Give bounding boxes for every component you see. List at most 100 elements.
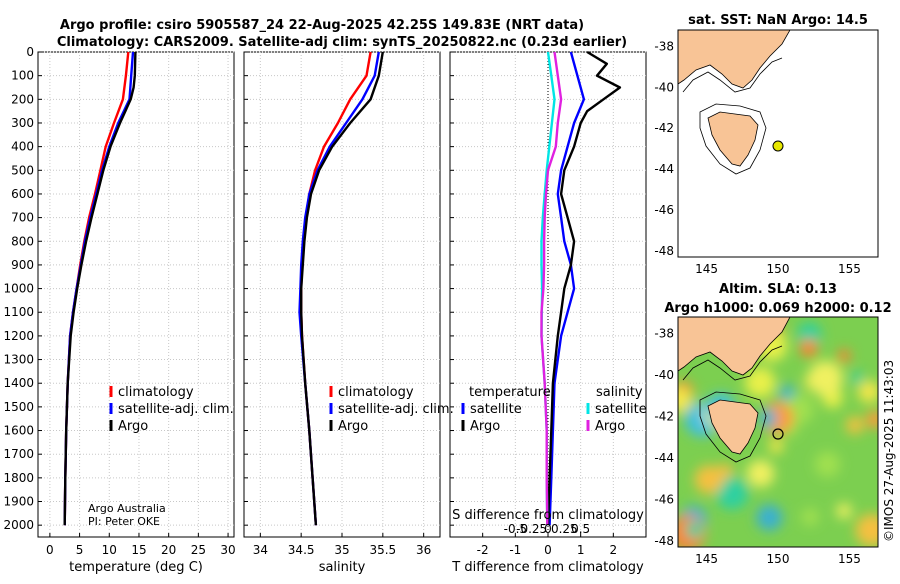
sla-anomaly-blob <box>768 438 784 454</box>
map-x-tick-label: 145 <box>695 552 718 566</box>
sla-mainland <box>678 317 791 376</box>
s-tick-label: -0.5 <box>504 522 527 536</box>
legend-argo-label: Argo <box>338 419 368 434</box>
x-tick-label: 2 <box>610 543 618 557</box>
salinity-xlabel: salinity <box>319 560 366 575</box>
difference-legend-temperature: temperature satellite Argo <box>461 385 551 434</box>
map-y-tick-label: -44 <box>654 451 674 465</box>
s-tick-label: -0.25 <box>516 522 547 536</box>
sst-argo-marker <box>772 140 784 152</box>
salinity-legend: climatology satellite-adj. clim. Argo <box>329 385 454 434</box>
series-line-temperature-satellite <box>548 51 586 526</box>
x-tick-label: 5 <box>76 543 84 557</box>
figure-title-line1: Argo profile: csiro 5905587_24 22-Aug-20… <box>60 18 584 33</box>
sst-mainland <box>678 30 791 89</box>
s-tick-label: 0.5 <box>571 522 590 536</box>
map-y-tick-label: -38 <box>654 327 674 341</box>
y-tick-label: 800 <box>11 234 34 248</box>
x-tick-label: 15 <box>131 543 146 557</box>
y-tick-label: 0 <box>26 45 34 59</box>
sla-anomaly-blob <box>715 477 749 510</box>
sla-anomaly-blob <box>807 360 843 396</box>
y-tick-label: 1600 <box>3 424 34 438</box>
sla-anomaly-blob <box>866 410 878 429</box>
sla-map-frame <box>677 316 879 548</box>
sla-anomaly-blob <box>855 513 878 547</box>
credit-line2: PI: Peter OKE <box>88 515 160 528</box>
x-tick-label: 10 <box>102 543 117 557</box>
sla-anomaly-blob <box>799 339 818 357</box>
y-tick-label: 1800 <box>3 471 34 485</box>
map-x-tick-label: 145 <box>695 262 718 276</box>
y-tick-label: 1900 <box>3 495 34 509</box>
sla-map <box>678 317 878 547</box>
x-tick-label: -1 <box>509 543 521 557</box>
sla-shelf-contour <box>682 345 783 463</box>
legend-s-satellite-label: satellite <box>595 402 647 417</box>
figure-title-line2: Climatology: CARS2009. Satellite-adj cli… <box>57 35 627 50</box>
sla-anomaly-blob <box>846 416 864 435</box>
map-y-tick-label: -46 <box>654 203 674 217</box>
map-y-tick-label: -40 <box>654 80 674 94</box>
legend-t-argo-label: Argo <box>470 419 500 434</box>
x-tick-label: 0 <box>46 543 54 557</box>
sla-anomaly-blob <box>851 371 864 385</box>
sla-anomaly-blob <box>837 349 851 363</box>
x-tick-label: 0 <box>544 543 552 557</box>
map-y-tick-label: -46 <box>654 492 674 506</box>
map-y-tick-label: -44 <box>654 162 674 176</box>
sla-anomaly-blob <box>756 504 783 531</box>
map-y-tick-label: -38 <box>654 39 674 53</box>
sst-tasmania <box>707 111 759 167</box>
map-x-tick-label: 155 <box>838 552 861 566</box>
sst-shelf-contour <box>682 57 783 175</box>
difference-xlabel-top: S difference from climatology <box>452 508 644 523</box>
sla-anomaly-blob <box>746 459 775 488</box>
y-tick-label: 700 <box>11 211 34 225</box>
sla-anomaly-blob <box>678 386 693 413</box>
x-tick-label: 1 <box>577 543 585 557</box>
legend-argo-label: Argo <box>118 419 148 434</box>
temperature-panel <box>37 51 235 538</box>
sla-map-title-line1: Altim. SLA: 0.13 <box>719 282 837 297</box>
sst-map <box>678 30 878 257</box>
legend-salinity-title: salinity <box>596 385 643 400</box>
x-tick-label: 34 <box>253 543 268 557</box>
sla-tasmania <box>707 399 759 455</box>
y-tick-label: 500 <box>11 163 34 177</box>
sla-anomaly-blob <box>744 367 776 398</box>
legend-t-satellite-label: satellite <box>470 402 522 417</box>
series-line-temperature-argo <box>546 50 622 526</box>
map-y-tick-label: -40 <box>654 368 674 382</box>
x-tick-label: 35.5 <box>369 543 396 557</box>
map-x-tick-label: 150 <box>767 552 790 566</box>
y-tick-label: 1500 <box>3 400 34 414</box>
temperature-legend: climatology satellite-adj. clim. Argo <box>109 385 234 434</box>
sla-anomaly-blob <box>836 503 852 519</box>
sla-anomaly-blob <box>685 521 703 539</box>
x-tick-label: 36 <box>416 543 431 557</box>
map-y-tick-label: -42 <box>654 409 674 423</box>
watermark: ©IMOS 27-Aug-2025 11:43:03 <box>882 360 896 542</box>
sla-anomaly-blob <box>758 408 778 428</box>
x-tick-label: 34.5 <box>288 543 315 557</box>
series-line-argo <box>63 51 137 526</box>
legend-climatology-label: climatology <box>338 385 414 400</box>
map-y-tick-label: -48 <box>654 244 674 258</box>
map-y-tick-label: -42 <box>654 121 674 135</box>
x-tick-label: 20 <box>161 543 176 557</box>
legend-satellite-label: satellite-adj. clim. <box>118 402 234 417</box>
y-tick-label: 600 <box>11 187 34 201</box>
sla-anomaly-blob <box>857 380 878 403</box>
y-tick-label: 1100 <box>3 305 34 319</box>
series-line-salinity-argo <box>540 51 563 526</box>
sla-anomaly-blob <box>694 465 724 494</box>
legend-climatology-label: climatology <box>118 385 194 400</box>
y-tick-label: 1200 <box>3 329 34 343</box>
legend-temperature-title: temperature <box>469 385 551 400</box>
y-tick-label: 2000 <box>3 518 34 532</box>
y-tick-label: 900 <box>11 258 34 272</box>
y-tick-label: 300 <box>11 116 34 130</box>
y-tick-label: 200 <box>11 92 34 106</box>
y-tick-label: 1300 <box>3 353 34 367</box>
